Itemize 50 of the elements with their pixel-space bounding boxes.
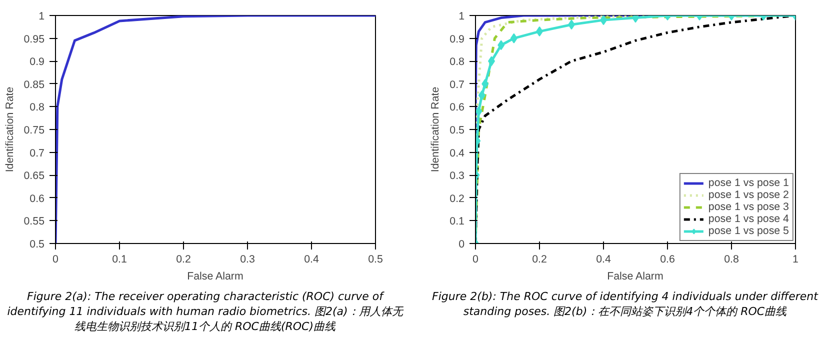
x-tick-label: 0	[52, 254, 59, 266]
legend-label: pose 1 vs pose 1	[708, 177, 789, 189]
y-tick-label: 0.1	[450, 216, 465, 228]
y-tick-label: 0.7	[450, 78, 465, 91]
x-tick-label: 0.6	[660, 254, 675, 266]
x-tick-label: 0.2	[176, 254, 191, 266]
y-tick-label: 0.65	[24, 170, 45, 182]
caption: Figure 2(a): The receiver operating characteristic (ROC) curve of identifying 11 individuals with human radio biometrics. 图2(a)：用人体无线电生物识别技术识别11个人的 ROC曲线(ROC)曲线	[6, 290, 404, 335]
y-tick-label: 0.9	[450, 33, 465, 46]
y-tick-label: 1	[458, 10, 465, 22]
y-tick-label: 0.7	[30, 147, 45, 160]
x-tick-label: 0.5	[368, 254, 383, 266]
point	[482, 78, 489, 89]
y-tick-label: 0.6	[30, 192, 45, 205]
x-tick-label: 0	[472, 254, 479, 266]
point	[600, 16, 607, 26]
y-axis-title: Identification Rate	[430, 86, 442, 172]
y-tick-label: 0	[458, 238, 465, 250]
legend-label: pose 1 vs pose 4	[708, 213, 789, 225]
x-tick-label: 0.4	[596, 254, 611, 266]
y-tick-label: 0.6	[450, 102, 465, 114]
x-tick-label: 0.3	[240, 254, 255, 266]
y-tick-label: 0.3	[450, 170, 465, 182]
y-tick-label: 0.95	[24, 33, 45, 46]
y-tick-label: 0.5	[450, 124, 465, 136]
x-tick-label: 1	[792, 254, 799, 266]
legend-label: pose 1 vs pose 2	[708, 189, 789, 201]
y-axis-title: Identification Rate	[4, 86, 16, 172]
y-tick-label: 0.55	[24, 216, 45, 228]
x-axis-title: False Alarm	[187, 270, 244, 282]
x-tick-label: 0.2	[532, 254, 547, 266]
y-tick-label: 1	[38, 10, 45, 22]
point	[498, 40, 505, 50]
x-axis-title: False Alarm	[607, 270, 664, 282]
y-tick-label: 0.8	[30, 102, 45, 114]
y-tick-label: 0.4	[450, 147, 465, 160]
y-tick-label: 0.75	[24, 124, 45, 136]
y-tick-label: 0.2	[450, 192, 465, 205]
x-tick-label: 0.4	[304, 254, 319, 266]
y-tick-label: 0.9	[30, 56, 45, 68]
point	[478, 90, 486, 100]
y-tick-label: 0.5	[30, 238, 45, 250]
legend-label: pose 1 vs pose 5	[708, 225, 789, 237]
x-tick-label: 0.8	[724, 254, 739, 266]
y-tick-label: 0.85	[24, 78, 45, 91]
y-tick-label: 0.8	[450, 56, 465, 68]
legend-label: pose 1 vs pose 3	[708, 201, 789, 213]
x-tick-label: 0.1	[112, 254, 127, 266]
caption: Figure 2(b): The ROC curve of identifying 4 individuals under different standing poses. 图2(b)：在不同站姿下识别4个个体的 ROC曲线	[431, 290, 820, 320]
point	[510, 33, 518, 44]
